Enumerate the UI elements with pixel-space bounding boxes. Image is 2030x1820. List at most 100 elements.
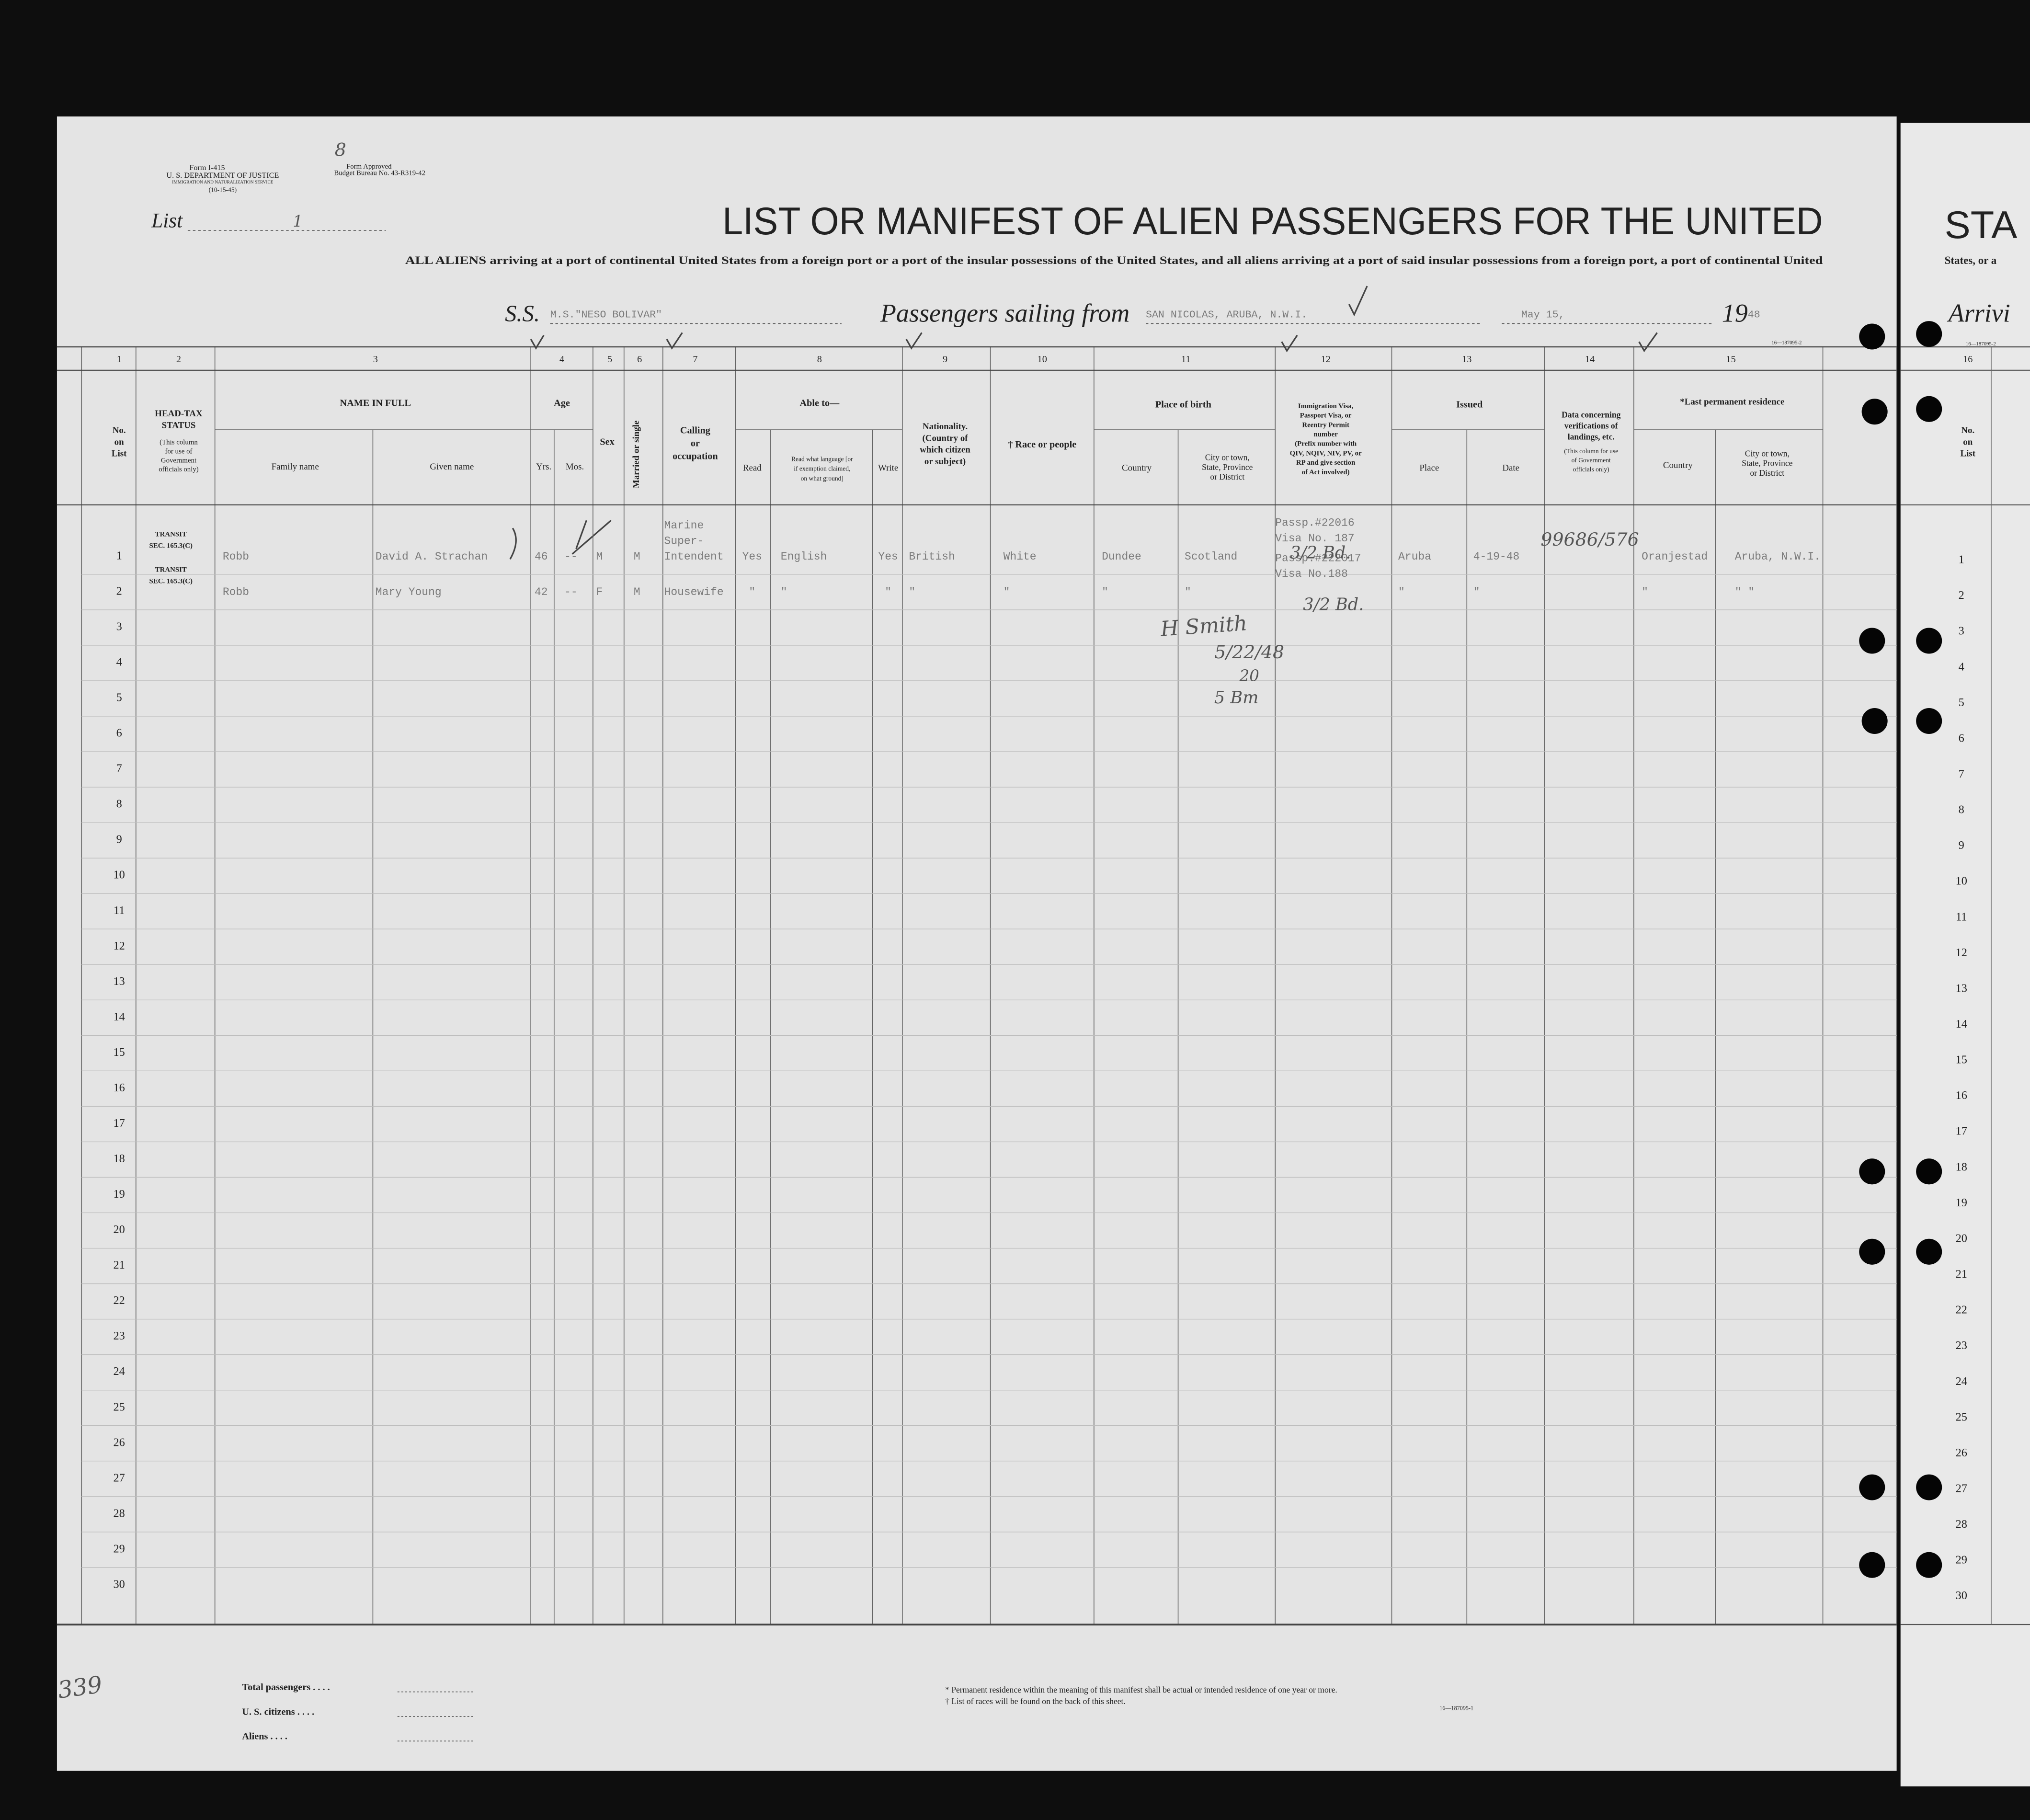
passenger-visa: Passp.#222017 <box>1275 552 1361 565</box>
board: 5 Bm <box>1214 688 1259 708</box>
landing-data: 99686/576 <box>1540 529 1639 550</box>
check-mark <box>666 332 683 350</box>
row-number: 4 <box>116 656 122 669</box>
column-subheader: Mos. <box>566 462 584 472</box>
column-note: officials only) <box>1573 466 1609 473</box>
passenger-visa: Visa No. 187 <box>1275 532 1354 545</box>
passenger-issued-place: Aruba <box>1398 550 1431 563</box>
passenger-sex: M <box>596 550 603 563</box>
column-note: (This column <box>160 438 198 446</box>
row-number: 10 <box>114 869 125 881</box>
column-header: which citizen <box>920 445 970 455</box>
row-number: 7 <box>116 762 122 775</box>
column-subheader: Country <box>1663 460 1693 470</box>
row-number: 27 <box>1956 1482 1967 1495</box>
passenger-race: White <box>1004 550 1037 563</box>
column-note: officials only) <box>159 466 199 473</box>
passenger-issued-date: 4-19-48 <box>1473 550 1520 563</box>
footnote: † List of races will be found on the bac… <box>945 1696 1126 1706</box>
row-number: 11 <box>114 904 125 917</box>
row-number: 17 <box>114 1117 125 1130</box>
row-number: 29 <box>114 1542 125 1555</box>
column-subheader: if exemption claimed, <box>794 465 850 472</box>
column-header: (Prefix number with <box>1295 440 1357 448</box>
column-header: † Race or people <box>1008 439 1076 450</box>
passenger-birth-country: " <box>1102 586 1108 598</box>
column-subheader: Read <box>743 463 762 473</box>
passenger-birth-country: Dundee <box>1102 550 1141 563</box>
punch-hole <box>1916 1238 1942 1265</box>
column-header: or subject) <box>924 457 966 467</box>
column-header: on <box>1963 437 1973 447</box>
department: U. S. DEPARTMENT OF JUSTICE <box>166 171 279 180</box>
row-number: 1 <box>1959 553 1964 566</box>
column-number: 4 <box>559 354 564 365</box>
column-subheader: or District <box>1750 468 1785 478</box>
row-number: 21 <box>114 1259 125 1271</box>
check-mark <box>571 519 612 555</box>
column-header: number <box>1313 431 1338 438</box>
row-number: 20 <box>114 1223 125 1236</box>
column-subheader: or District <box>1210 472 1244 481</box>
column-subheader: City or town, <box>1205 453 1250 462</box>
passenger-birth-city: " <box>1185 586 1191 598</box>
row-number: 25 <box>1956 1410 1967 1423</box>
punch-holes <box>1859 321 1942 1578</box>
head-tax-stamp: TRANSIT <box>155 566 187 573</box>
column-number: 13 <box>1462 354 1471 365</box>
count: 20 <box>1239 667 1259 685</box>
column-header: of Act involved) <box>1302 469 1350 476</box>
passenger-occupation: Intendent <box>664 550 724 563</box>
column-subheader: Yrs. <box>536 462 551 472</box>
year-prefix: 19 <box>1722 299 1748 328</box>
row-number: 12 <box>114 939 125 952</box>
row-number: 8 <box>1959 803 1964 816</box>
row-number: 28 <box>1956 1518 1967 1531</box>
check-marks <box>509 286 1658 560</box>
column-header: RP and give section <box>1296 459 1356 467</box>
column-subheader: State, Province <box>1202 462 1253 472</box>
passenger-visa: Passp.#22016 <box>1275 517 1354 529</box>
row-number: 9 <box>116 833 122 846</box>
punch-hole <box>1916 1552 1942 1578</box>
column-header: Married or single <box>631 421 641 488</box>
next-arrival: Arrivi <box>1947 299 2010 328</box>
column-subheader: City or town, <box>1745 448 1790 458</box>
passenger-birth-city: Scotland <box>1185 550 1237 563</box>
row-number: 19 <box>114 1188 125 1201</box>
column-subheader: Country <box>1122 463 1152 473</box>
column-subheader: Family name <box>272 462 319 472</box>
visa-note: 3/2 Bd. <box>1290 543 1351 562</box>
row-number: 6 <box>116 727 122 740</box>
passenger-res-country: Oranjestad <box>1642 550 1708 563</box>
head-tax-stamp: TRANSIT <box>155 530 187 538</box>
title: LIST OR MANIFEST OF ALIEN PASSENGERS FOR… <box>722 200 1823 243</box>
punch-hole <box>1859 1238 1885 1265</box>
row-number: 8 <box>116 798 122 811</box>
row-number: 1 <box>116 549 122 562</box>
year-suffix: 48 <box>1748 309 1760 321</box>
column-header: *Last permanent residence <box>1680 397 1784 407</box>
column-subheader: Date <box>1502 463 1519 473</box>
column-header: Data concerning <box>1562 410 1621 419</box>
column-subheader: State, Province <box>1742 458 1792 468</box>
row-number: 25 <box>114 1400 125 1413</box>
row-number: 24 <box>114 1365 125 1378</box>
sailing-label: Passengers sailing from <box>880 299 1129 328</box>
row-number: 5 <box>1959 696 1964 709</box>
row-number: 13 <box>114 975 125 988</box>
row-number: 30 <box>1956 1589 1967 1602</box>
column-number: 12 <box>1321 354 1331 365</box>
column-header: Issued <box>1456 399 1483 410</box>
total-label: Total passengers . . . . <box>242 1682 330 1693</box>
punch-hole <box>1916 628 1942 654</box>
total-label: Aliens . . . . <box>242 1731 287 1742</box>
passenger-read: " <box>749 586 755 598</box>
row-number: 12 <box>1956 946 1967 959</box>
passenger-given: Mary Young <box>376 586 442 598</box>
form-code: 16—187095-2 <box>1966 341 1996 347</box>
service: IMMIGRATION AND NATURALIZATION SERVICE <box>172 180 274 185</box>
passenger-res-city: Aruba, N.W.I. <box>1735 550 1821 563</box>
row-number: 14 <box>1956 1018 1967 1030</box>
passenger-yrs: 42 <box>535 586 548 598</box>
